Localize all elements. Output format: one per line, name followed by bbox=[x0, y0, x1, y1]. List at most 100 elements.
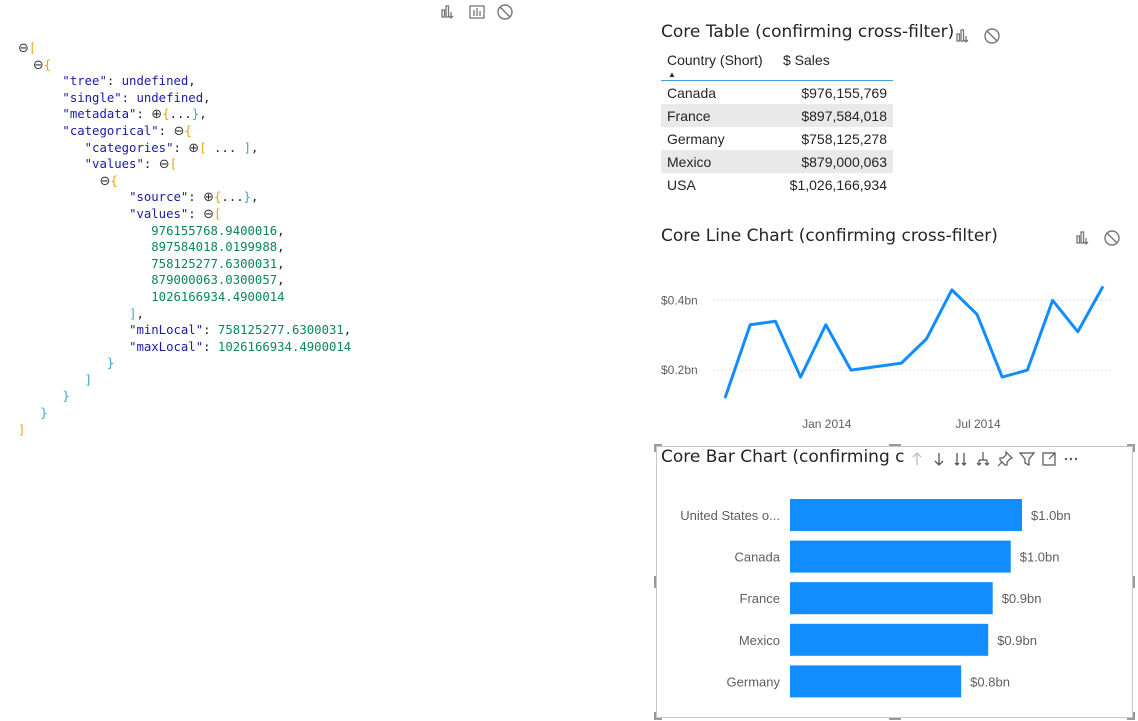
resize-handle[interactable] bbox=[654, 712, 656, 720]
json-token bbox=[18, 58, 33, 72]
json-token bbox=[18, 373, 85, 387]
json-token bbox=[18, 356, 107, 370]
json-line: "categories": ⊕[ ... ], bbox=[18, 140, 351, 157]
json-token: "categorical" bbox=[62, 123, 159, 138]
chart-icon[interactable] bbox=[468, 3, 486, 21]
drill-icon[interactable] bbox=[1075, 229, 1093, 247]
resize-handle[interactable] bbox=[1127, 718, 1135, 720]
json-line: } bbox=[18, 388, 351, 405]
no-filter-icon[interactable] bbox=[496, 3, 514, 21]
cell-sales: $976,155,769 bbox=[801, 84, 887, 101]
collapse-node-icon[interactable]: ⊖ bbox=[203, 206, 215, 222]
json-token: ] bbox=[18, 422, 26, 437]
json-line: ] bbox=[18, 422, 351, 439]
json-token: 897584018.0199988 bbox=[151, 240, 278, 255]
bar-chart[interactable]: United States o... $1.0bn Canada $1.0bn Fran… bbox=[656, 490, 1133, 710]
json-token bbox=[18, 307, 129, 321]
json-token: "single" bbox=[62, 90, 122, 105]
json-token bbox=[18, 224, 151, 238]
json-line: 1026166934.4900014 bbox=[18, 289, 351, 306]
drill-icon[interactable] bbox=[440, 3, 458, 21]
table-visual-title: Core Table (confirming cross-filter) bbox=[661, 22, 955, 42]
line-visual-header-icons bbox=[1075, 229, 1121, 247]
data-label: $0.8bn bbox=[970, 674, 1010, 689]
resize-handle[interactable] bbox=[654, 444, 656, 452]
x-tick-label: Jul 2014 bbox=[955, 417, 1001, 431]
json-line: "categorical": ⊖{ bbox=[18, 123, 351, 140]
resize-handle[interactable] bbox=[1133, 576, 1135, 588]
table-row[interactable]: France $897,584,018 bbox=[661, 104, 893, 127]
cell-country: France bbox=[667, 107, 711, 124]
json-token bbox=[18, 389, 62, 403]
resize-handle[interactable] bbox=[1127, 444, 1135, 446]
resize-handle[interactable] bbox=[1133, 712, 1135, 720]
bar bbox=[790, 623, 989, 656]
pin-icon[interactable] bbox=[996, 450, 1014, 468]
json-token: { bbox=[162, 107, 170, 122]
json-token: : bbox=[188, 190, 204, 205]
no-filter-icon[interactable] bbox=[983, 27, 1001, 45]
filter-icon[interactable] bbox=[1018, 450, 1036, 468]
resize-handle[interactable] bbox=[889, 718, 901, 720]
table-row[interactable]: Canada $976,155,769 bbox=[661, 81, 893, 104]
category-label: Canada bbox=[734, 550, 780, 565]
json-line: 758125277.6300031, bbox=[18, 256, 351, 273]
collapse-node-icon[interactable]: ⊖ bbox=[173, 123, 185, 139]
more-options-icon[interactable] bbox=[1062, 450, 1080, 468]
column-header-sales[interactable]: $ Sales bbox=[783, 52, 830, 68]
bar bbox=[790, 499, 1022, 531]
sort-asc-icon[interactable] bbox=[908, 450, 926, 468]
table-row[interactable]: Germany $758,125,278 bbox=[661, 127, 893, 150]
json-token: : bbox=[188, 206, 204, 221]
table-row[interactable]: Mexico $879,000,063 bbox=[661, 150, 893, 173]
line-visual-title: Core Line Chart (confirming cross-filter… bbox=[661, 226, 998, 246]
json-token bbox=[18, 74, 62, 88]
json-token: ... bbox=[221, 190, 244, 205]
json-token: { bbox=[214, 190, 222, 205]
json-token bbox=[18, 240, 151, 254]
json-token: 879000063.0300057 bbox=[151, 273, 278, 288]
expand-node-icon[interactable]: ⊕ bbox=[151, 107, 163, 123]
json-token bbox=[18, 323, 129, 337]
json-token: : bbox=[136, 107, 152, 122]
bar-visual-title: Core Bar Chart (confirming cross-filter) bbox=[661, 447, 904, 467]
resize-handle[interactable] bbox=[1133, 444, 1135, 452]
json-line: ] bbox=[18, 372, 351, 389]
resize-handle[interactable] bbox=[889, 444, 901, 446]
line-chart[interactable]: $0.2bn $0.4bn Jan 2014 Jul 2014 bbox=[655, 255, 1125, 435]
json-token: } bbox=[106, 356, 115, 371]
resize-handle[interactable] bbox=[654, 444, 662, 446]
json-token bbox=[18, 207, 129, 221]
drill-down-icon[interactable] bbox=[952, 450, 970, 468]
table-row[interactable]: USA $1,026,166,934 bbox=[661, 173, 893, 196]
json-token: 758125277.6300031 bbox=[217, 323, 344, 338]
collapse-node-icon[interactable]: ⊖ bbox=[32, 57, 44, 73]
focus-mode-icon[interactable] bbox=[1040, 450, 1058, 468]
expand-node-icon[interactable]: ⊕ bbox=[188, 140, 200, 156]
json-line: "values": ⊖[ bbox=[18, 206, 351, 223]
column-header-country[interactable]: Country (Short) bbox=[667, 52, 763, 68]
json-token: , bbox=[277, 256, 285, 271]
collapse-node-icon[interactable]: ⊖ bbox=[158, 157, 170, 173]
drill-icon[interactable] bbox=[955, 27, 973, 45]
sort-desc-icon[interactable] bbox=[930, 450, 948, 468]
json-token: , bbox=[277, 240, 285, 255]
collapse-node-icon[interactable]: ⊖ bbox=[18, 41, 29, 56]
json-token bbox=[18, 141, 85, 155]
resize-handle[interactable] bbox=[654, 718, 662, 720]
json-token: : bbox=[143, 157, 159, 172]
expand-icon[interactable] bbox=[974, 450, 992, 468]
collapse-node-icon[interactable]: ⊖ bbox=[99, 173, 111, 189]
no-filter-icon[interactable] bbox=[1103, 229, 1121, 247]
json-token bbox=[18, 406, 40, 420]
json-token: 1026166934.4900014 bbox=[217, 339, 352, 354]
table-visual-header-icons bbox=[955, 27, 1001, 45]
bar-visual-frame[interactable] bbox=[656, 446, 1133, 718]
resize-handle[interactable] bbox=[654, 576, 656, 588]
json-token: "maxLocal" bbox=[129, 339, 204, 354]
y-tick-label: $0.2bn bbox=[661, 363, 698, 377]
expand-node-icon[interactable]: ⊕ bbox=[203, 190, 215, 206]
json-token: [ bbox=[28, 41, 37, 55]
data-label: $1.0bn bbox=[1020, 550, 1060, 565]
json-token: : bbox=[203, 323, 218, 338]
